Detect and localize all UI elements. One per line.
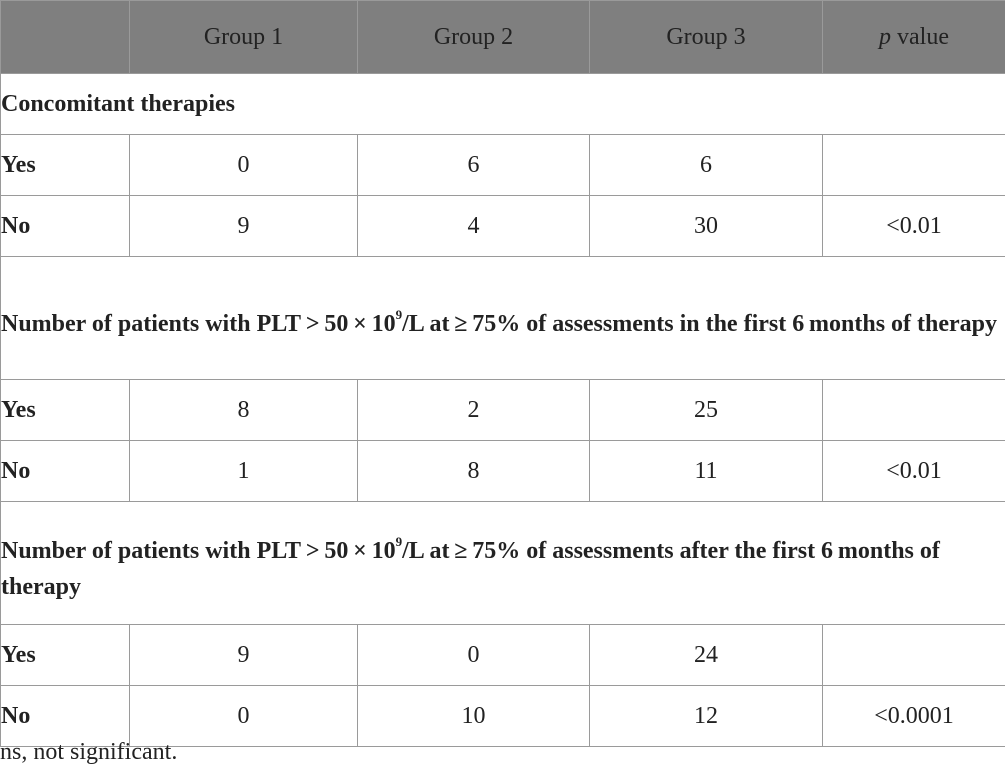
section-title-post: /L at ≥ 75% of assessments after the fir… bbox=[1, 537, 940, 600]
section-title-first-6-months: Number of patients with PLT > 50 × 109/L… bbox=[0, 256, 1005, 380]
cell-p-value: <0.01 bbox=[822, 195, 1005, 257]
row-label: No bbox=[0, 685, 130, 747]
table-row: Yes 0 6 6 bbox=[0, 134, 1005, 196]
cell-group-3: 12 bbox=[589, 685, 823, 747]
section-title-post: /L at ≥ 75% of assessments in the first … bbox=[402, 310, 998, 337]
cell-group-2: 2 bbox=[357, 379, 590, 441]
cell-p-value: <0.01 bbox=[822, 440, 1005, 502]
table-row: No 1 8 11 <0.01 bbox=[0, 440, 1005, 502]
row-label: No bbox=[0, 440, 130, 502]
section-row: Number of patients with PLT > 50 × 109/L… bbox=[0, 256, 1005, 380]
cell-group-2: 0 bbox=[357, 624, 590, 686]
cell-group-3: 24 bbox=[589, 624, 823, 686]
cell-group-1: 1 bbox=[129, 440, 358, 502]
section-title-sup: 9 bbox=[395, 533, 403, 549]
table-footnote: ns, not significant. bbox=[0, 739, 178, 765]
cell-group-3: 25 bbox=[589, 379, 823, 441]
section-title-sup: 9 bbox=[395, 306, 403, 322]
table-row: Yes 8 2 25 bbox=[0, 379, 1005, 441]
header-row: Group 1 Group 2 Group 3 p value bbox=[0, 0, 1005, 74]
cell-group-2: 8 bbox=[357, 440, 590, 502]
header-p-rest: value bbox=[891, 23, 949, 50]
cell-group-3: 6 bbox=[589, 134, 823, 196]
cell-p-value: <0.0001 bbox=[822, 685, 1005, 747]
row-label: No bbox=[0, 195, 130, 257]
section-title-pre: Number of patients with PLT > 50 × 10 bbox=[1, 537, 396, 564]
cell-group-2: 6 bbox=[357, 134, 590, 196]
table-row: No 9 4 30 <0.01 bbox=[0, 195, 1005, 257]
cell-p-value bbox=[822, 379, 1005, 441]
table-row: No 0 10 12 <0.0001 bbox=[0, 685, 1005, 747]
section-title-after-6-months: Number of patients with PLT > 50 × 109/L… bbox=[0, 501, 1005, 625]
header-empty-cell bbox=[0, 0, 130, 74]
cell-group-1: 0 bbox=[129, 134, 358, 196]
header-p-value: p value bbox=[822, 0, 1005, 74]
header-p-letter: p bbox=[879, 23, 891, 50]
header-group-2: Group 2 bbox=[357, 0, 590, 74]
section-title-concomitant: Concomitant therapies bbox=[0, 73, 1005, 135]
table-row: Yes 9 0 24 bbox=[0, 624, 1005, 686]
cell-group-2: 4 bbox=[357, 195, 590, 257]
cell-p-value bbox=[822, 624, 1005, 686]
row-label: Yes bbox=[0, 624, 130, 686]
section-row: Number of patients with PLT > 50 × 109/L… bbox=[0, 501, 1005, 625]
cell-group-1: 0 bbox=[129, 685, 358, 747]
header-group-1: Group 1 bbox=[129, 0, 358, 74]
cell-group-3: 30 bbox=[589, 195, 823, 257]
cell-group-1: 9 bbox=[129, 624, 358, 686]
section-row: Concomitant therapies bbox=[0, 73, 1005, 135]
cell-group-1: 8 bbox=[129, 379, 358, 441]
cell-group-3: 11 bbox=[589, 440, 823, 502]
row-label: Yes bbox=[0, 379, 130, 441]
cell-p-value bbox=[822, 134, 1005, 196]
section-title-pre: Number of patients with PLT > 50 × 10 bbox=[1, 310, 396, 337]
row-label: Yes bbox=[0, 134, 130, 196]
cell-group-2: 10 bbox=[357, 685, 590, 747]
results-table: Group 1 Group 2 Group 3 p value Concomit… bbox=[0, 0, 1005, 747]
cell-group-1: 9 bbox=[129, 195, 358, 257]
header-group-3: Group 3 bbox=[589, 0, 823, 74]
